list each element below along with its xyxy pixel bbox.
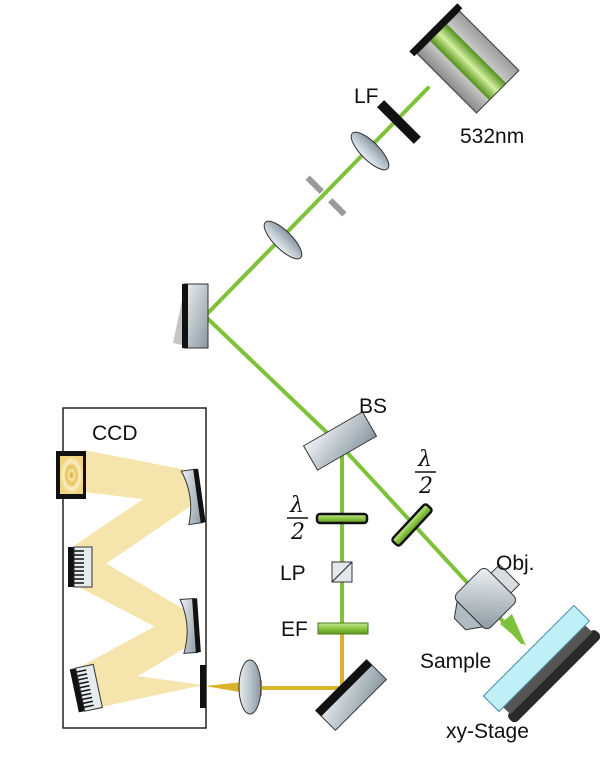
diffraction-grating-1	[68, 546, 93, 588]
label-halfwave-2-numerator: λ	[417, 447, 432, 472]
beam-splitter	[302, 411, 378, 471]
spectrometer-light-path	[75, 450, 203, 712]
label-laser-filter: LF	[354, 85, 379, 108]
label-beam-splitter: BS	[359, 395, 387, 418]
lens-1	[350, 131, 390, 171]
label-laser-wavelength: 532nm	[460, 125, 524, 148]
label-ccd: CCD	[92, 422, 138, 445]
focusing-mirror	[179, 597, 201, 654]
label-halfwave-1-numerator: λ	[289, 493, 304, 518]
signal-beam	[262, 628, 344, 690]
collimating-mirror	[180, 468, 206, 526]
entrance-slit	[200, 665, 206, 708]
laser-beam	[203, 86, 524, 644]
label-stage: xy-Stage	[446, 720, 529, 743]
lens-2	[263, 220, 303, 260]
diffraction-grating-2	[69, 663, 103, 713]
laser-head	[409, 3, 520, 114]
lens-3	[238, 659, 262, 715]
edge-filter	[317, 622, 369, 635]
ccd-detector	[56, 451, 86, 499]
linear-polarizer	[331, 561, 353, 583]
focus-cone	[500, 614, 526, 646]
laser-filter	[377, 100, 421, 144]
pinhole-aperture	[305, 175, 347, 217]
label-linear-polarizer: LP	[280, 562, 306, 585]
halfwave-plate-1	[315, 512, 369, 525]
folding-mirror	[314, 658, 388, 732]
label-halfwave-2-denominator: 2	[418, 474, 433, 499]
label-halfwave-1: λ 2	[287, 493, 308, 545]
steering-mirror	[173, 283, 209, 349]
label-halfwave-2: λ 2	[415, 447, 436, 499]
label-edge-filter: EF	[281, 618, 308, 641]
label-objective: Obj.	[496, 552, 535, 575]
label-halfwave-1-denominator: 2	[290, 520, 305, 545]
objective-lens	[453, 563, 521, 631]
label-sample: Sample	[420, 650, 491, 673]
sample-and-stage	[482, 604, 600, 723]
halfwave-plate-2	[391, 503, 433, 547]
